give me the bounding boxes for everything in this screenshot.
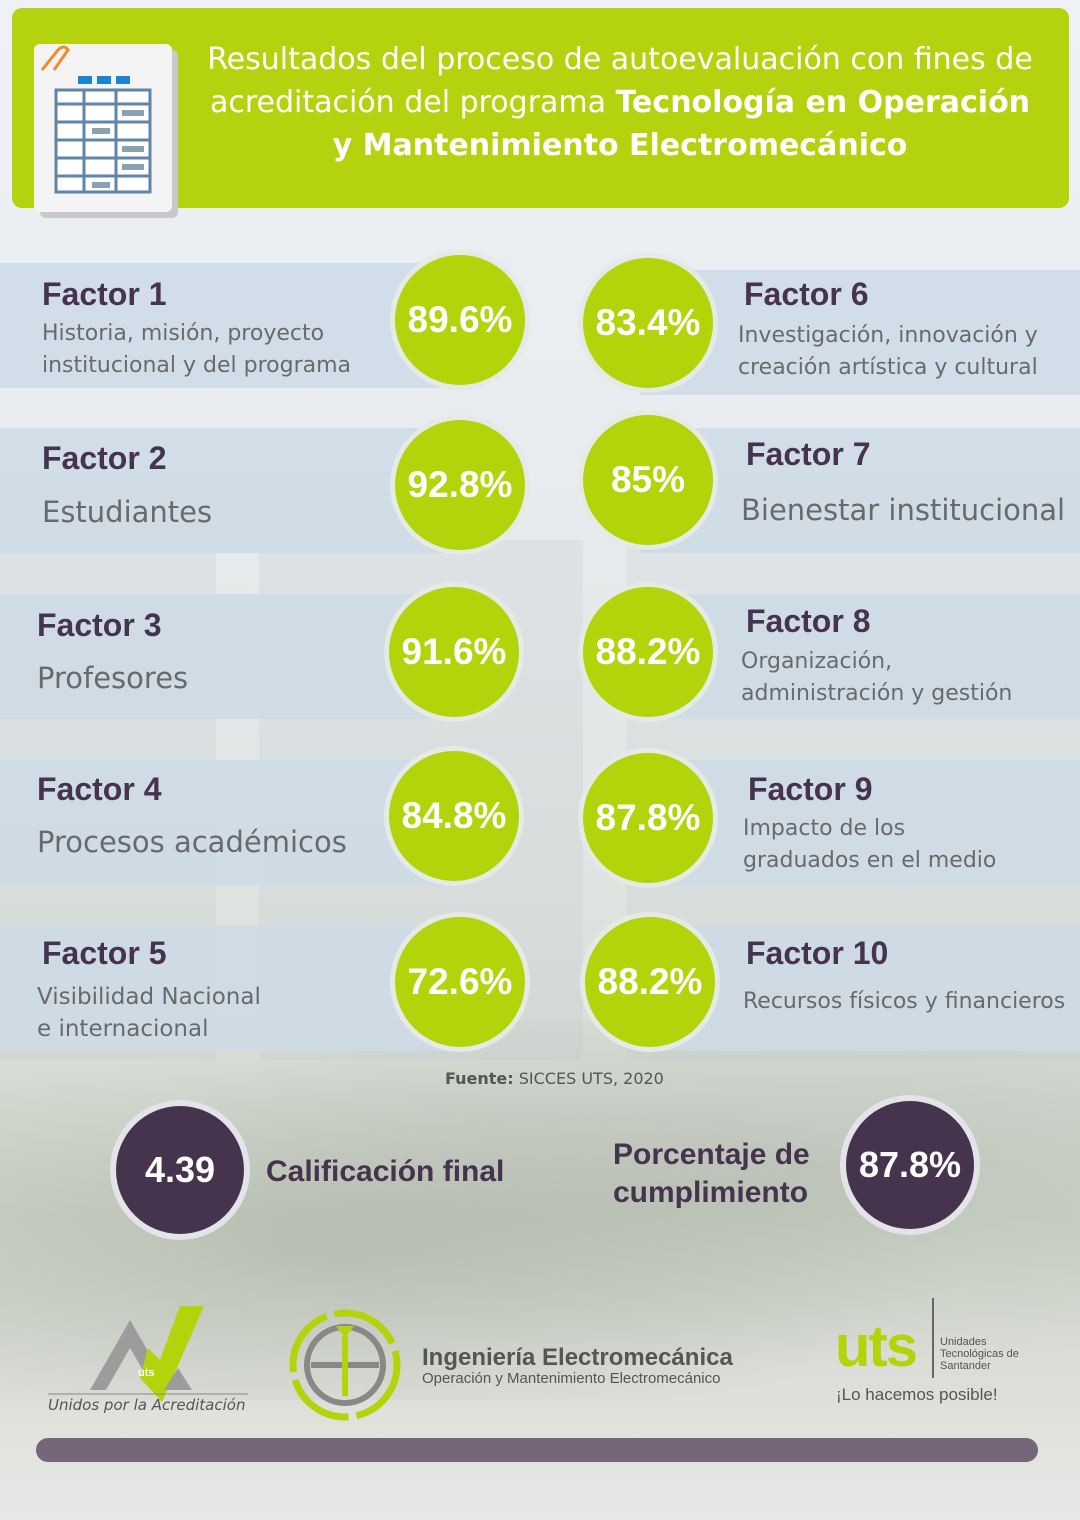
factor-9-description: Impacto de los graduados en el medio — [743, 816, 997, 873]
factor-3-score: 91.6% — [384, 582, 524, 722]
factor-7-description: Bienestar institucional — [741, 493, 1066, 527]
factor-1-score: 89.6% — [390, 250, 530, 390]
uts-divider — [932, 1298, 934, 1378]
final-grade-label: Calificación final — [266, 1155, 505, 1188]
factor-6-description: Investigación, innovación y creación art… — [738, 323, 1038, 380]
page-title: Resultados del proceso de autoevaluación… — [195, 38, 1045, 167]
factor-5-title: Factor 5 — [42, 935, 167, 971]
factor-4-title: Factor 4 — [37, 771, 162, 807]
factor-3-title: Factor 3 — [37, 607, 162, 643]
source-text: SICCES UTS, 2020 — [513, 1069, 664, 1088]
final-grade-value: 4.39 — [110, 1100, 250, 1240]
factor-1-title: Factor 1 — [42, 276, 167, 312]
factor-2-title: Factor 2 — [42, 440, 167, 476]
factor-6-title: Factor 6 — [744, 276, 869, 312]
header-banner — [12, 8, 1069, 208]
factor-7-score: 85% — [578, 410, 718, 550]
factor-10-score: 88.2% — [580, 912, 720, 1052]
factor-6-score: 83.4% — [578, 253, 718, 393]
uts-logo: uts — [835, 1314, 918, 1379]
footer-bar — [36, 1438, 1038, 1462]
factor-10-title: Factor 10 — [746, 935, 889, 971]
factor-4-description: Procesos académicos — [37, 825, 347, 859]
source-note: Fuente: SICCES UTS, 2020 — [445, 1069, 664, 1088]
factor-3-description: Profesores — [37, 661, 189, 695]
source-label: Fuente: — [445, 1069, 514, 1088]
engineering-title: Ingeniería Electromecánica — [422, 1344, 733, 1371]
factor-10-description: Recursos físicos y financieros — [743, 989, 1066, 1014]
uts-slogan: ¡Lo hacemos posible! — [836, 1385, 998, 1404]
spreadsheet-document-icon — [34, 44, 178, 218]
compliance-label: Porcentaje de cumplimiento — [613, 1138, 810, 1209]
factor-2-score: 92.8% — [390, 415, 530, 555]
accreditation-logo: uts — [48, 1306, 248, 1402]
factor-5-score: 72.6% — [390, 912, 530, 1052]
factor-4-score: 84.8% — [384, 746, 524, 886]
factor-8-score: 88.2% — [578, 582, 718, 722]
factor-8-description: Organización, administración y gestión — [741, 649, 1013, 706]
factor-9-score: 87.8% — [578, 748, 718, 888]
title-regular: Resultados del proceso de autoevaluación… — [207, 42, 1033, 120]
factor-9-title: Factor 9 — [748, 771, 873, 807]
factor-1-description: Historia, misión, proyecto institucional… — [42, 321, 352, 378]
compliance-value: 87.8% — [840, 1095, 980, 1235]
factor-2-description: Estudiantes — [42, 495, 213, 529]
factor-5-description: Visibilidad Nacional e internacional — [37, 984, 261, 1042]
accreditation-logo-text: Unidos por la Acreditación — [48, 1396, 246, 1414]
accreditation-logo-mark: uts — [138, 1367, 155, 1379]
electromechanical-engineering-logo — [289, 1309, 401, 1421]
title-bold: Tecnología en Operación y Mantenimiento … — [332, 85, 1031, 163]
engineering-subtitle: Operación y Mantenimiento Electromecánic… — [422, 1370, 721, 1387]
factor-8-title: Factor 8 — [746, 603, 871, 639]
uts-institution-name: Unidades Tecnológicas de Santander — [940, 1336, 1019, 1372]
factor-7-title: Factor 7 — [746, 436, 871, 472]
